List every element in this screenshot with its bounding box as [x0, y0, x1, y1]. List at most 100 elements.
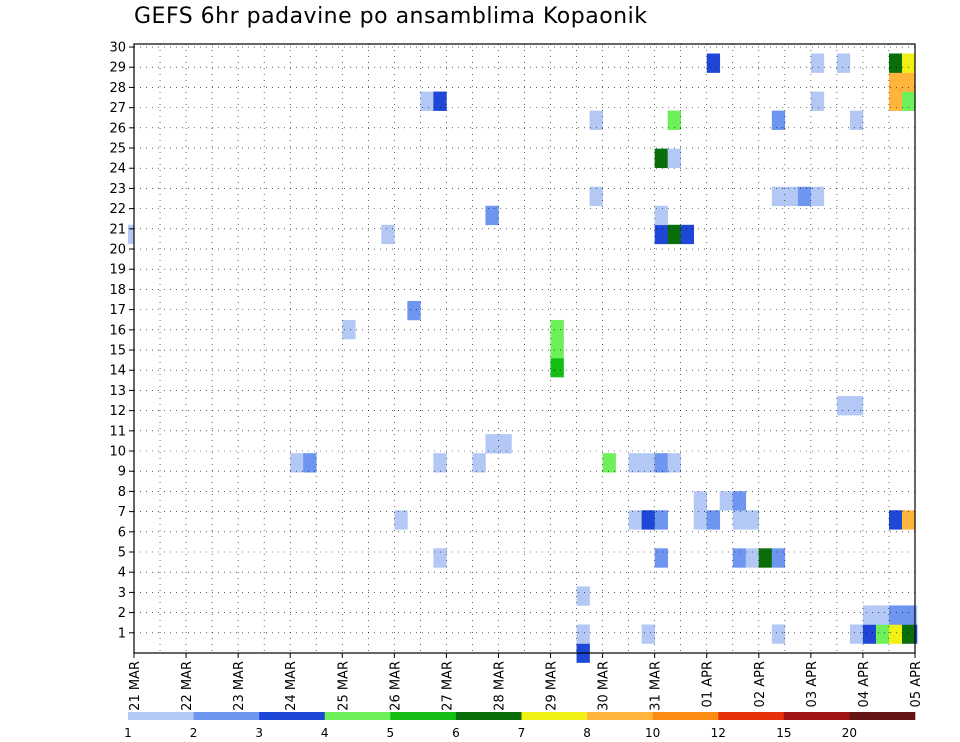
x-tick-label: 24 MAR	[284, 661, 299, 711]
precip-cell	[654, 224, 668, 245]
legend-swatch	[652, 712, 719, 720]
precip-cell	[654, 148, 668, 169]
legend-label: 10	[645, 726, 660, 740]
precip-cell	[888, 53, 903, 73]
legend-label: 1	[124, 726, 132, 740]
y-tick-label: 20	[109, 243, 126, 258]
precip-cell	[550, 319, 564, 340]
precip-cell	[290, 453, 304, 473]
legend-swatch	[521, 712, 588, 720]
y-tick-label: 27	[109, 101, 126, 116]
precip-cell	[641, 453, 655, 473]
plot-frame	[133, 43, 916, 654]
x-tick-label: 25 MAR	[336, 661, 351, 711]
y-tick-label: 17	[109, 303, 126, 318]
precip-cell	[784, 186, 799, 207]
precip-cell	[771, 624, 786, 644]
precip-cell	[888, 605, 903, 625]
chart-title: GEFS 6hr padavine po ansamblima Kopaonik	[134, 4, 648, 29]
precip-cell	[667, 110, 681, 130]
ensemble-heatmap-plot: 1234567891011121314151617181920212223242…	[109, 41, 924, 711]
precip-cell	[433, 91, 447, 111]
y-tick-label: 16	[109, 323, 126, 338]
precip-cell	[420, 91, 434, 111]
precip-cell	[901, 510, 916, 530]
y-tick-label: 2	[118, 606, 126, 621]
x-tick-label: 28 MAR	[492, 661, 507, 711]
precip-cell	[875, 624, 890, 644]
legend-swatch	[587, 712, 653, 720]
precip-cell	[602, 453, 616, 473]
legend-label: 7	[518, 726, 526, 740]
precip-cell	[901, 53, 916, 73]
x-tick-label: 22 MAR	[180, 661, 195, 711]
precip-cell	[667, 224, 681, 245]
y-tick-label: 26	[109, 121, 126, 136]
x-tick-label: 04 APR	[857, 661, 872, 707]
legend-swatch	[783, 712, 850, 720]
y-tick-label: 15	[109, 344, 126, 359]
precip-cell	[576, 624, 590, 644]
x-tick-label: 31 MAR	[649, 661, 664, 711]
x-tick-label: 05 APR	[909, 661, 924, 707]
precip-cell	[433, 548, 447, 568]
precip-cell	[654, 548, 668, 568]
precip-cell	[706, 510, 721, 530]
y-tick-label: 4	[118, 566, 126, 581]
legend-swatch	[390, 712, 457, 720]
y-tick-label: 18	[109, 283, 126, 298]
y-tick-label: 22	[109, 202, 126, 217]
precip-cell	[628, 453, 642, 473]
precip-cell	[589, 110, 603, 130]
y-tick-label: 21	[109, 222, 126, 237]
precip-cell	[810, 91, 825, 111]
precip-cell	[758, 548, 773, 568]
precip-cell	[745, 548, 760, 568]
precip-cell	[498, 434, 512, 454]
precip-cell	[589, 186, 603, 207]
precip-cell	[862, 624, 877, 644]
precip-cell	[394, 510, 408, 530]
precip-cell	[719, 491, 734, 511]
legend-label: 4	[321, 726, 329, 740]
precip-cell	[888, 72, 903, 92]
x-tick-label: 21 MAR	[128, 661, 143, 711]
precip-cell	[771, 110, 786, 130]
y-tick-label: 25	[109, 142, 126, 157]
precip-cell	[771, 186, 786, 207]
precip-cell	[641, 624, 655, 644]
precip-cell	[641, 510, 655, 530]
precip-cell	[745, 510, 760, 530]
y-tick-label: 3	[118, 586, 126, 601]
x-tick-label: 27 MAR	[440, 661, 455, 711]
legend-swatch	[259, 712, 326, 720]
precip-cell	[667, 148, 681, 169]
legend-label: 12	[711, 726, 726, 740]
y-tick-label: 1	[118, 626, 126, 641]
precip-cell	[849, 396, 864, 416]
precip-cell	[849, 110, 864, 130]
precip-cell	[680, 224, 695, 245]
precip-cell	[706, 53, 721, 73]
precip-cell	[732, 548, 747, 568]
precip-cell	[836, 53, 851, 73]
precip-cell	[303, 453, 317, 473]
y-tick-label: 8	[118, 485, 126, 500]
legend-swatch	[324, 712, 391, 720]
precip-cell	[550, 338, 564, 359]
y-tick-label: 30	[109, 41, 126, 56]
y-tick-label: 6	[118, 525, 126, 540]
legend-swatch	[193, 712, 260, 720]
legend-swatch	[128, 712, 194, 720]
x-tick-label: 02 APR	[753, 661, 768, 707]
y-tick-label: 19	[109, 263, 126, 278]
precip-cell	[888, 510, 903, 530]
y-tick-label: 11	[109, 424, 126, 439]
legend-label: 20	[842, 726, 857, 740]
legend-swatch	[849, 712, 916, 720]
y-tick-label: 10	[109, 445, 126, 460]
precip-cell	[342, 319, 356, 340]
precip-cell	[888, 91, 903, 111]
precip-cell	[771, 548, 786, 568]
precip-cell	[128, 224, 135, 245]
